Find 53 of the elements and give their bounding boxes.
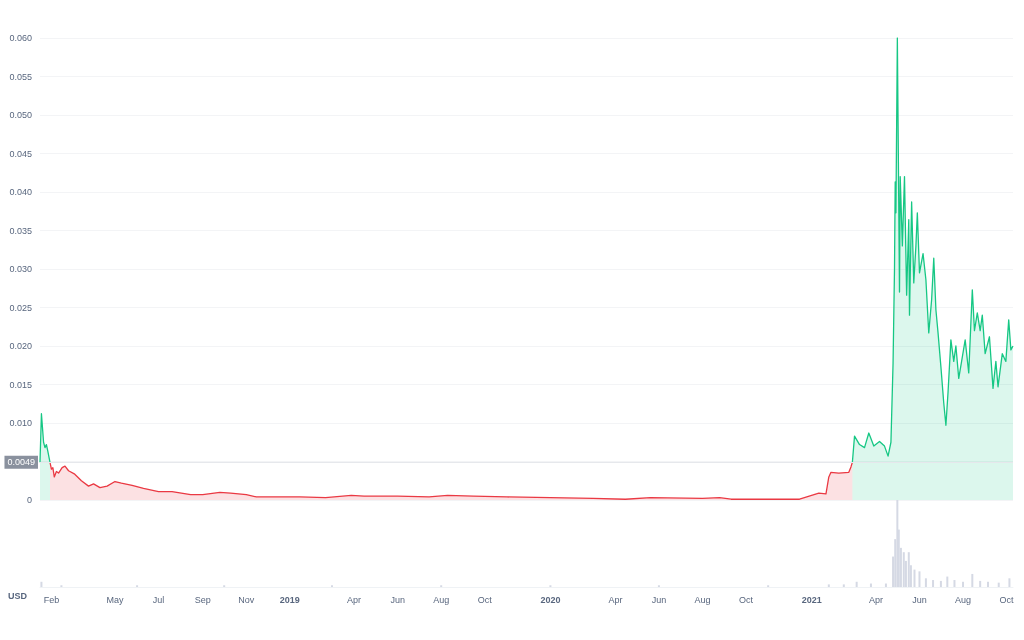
bar	[827, 584, 830, 587]
y-tick-label: 0.055	[9, 71, 32, 82]
y-tick-label: 0.050	[9, 110, 32, 120]
bar	[918, 571, 921, 587]
bar	[946, 576, 949, 587]
bar	[979, 580, 982, 587]
bar	[855, 581, 858, 587]
x-tick-label: Feb	[43, 594, 60, 605]
x-tick-label: Aug	[955, 594, 972, 605]
text: USD	[8, 590, 28, 601]
bar	[971, 573, 974, 587]
x-tick-label: Apr	[347, 594, 362, 605]
x-tick-label: Jun	[912, 594, 927, 605]
x-tick-label: 2021	[801, 594, 822, 605]
bar	[902, 552, 905, 587]
x-tick-label: Sep	[194, 594, 211, 605]
y-tick-label: 0.015	[9, 379, 32, 390]
y-tick-label: 0.030	[9, 264, 32, 274]
bar	[932, 580, 935, 587]
y-tick-label: 0.025	[9, 302, 32, 313]
bar	[924, 578, 927, 587]
bar	[40, 581, 43, 587]
x-tick-label: Oct	[999, 594, 1015, 605]
x-tick-label: Jun	[390, 594, 405, 605]
y-tick-label: 0.040	[9, 187, 32, 197]
x-tick-label: Oct	[739, 594, 754, 605]
bar	[953, 580, 956, 587]
x-tick-label: Aug	[433, 594, 450, 605]
x-tick-label: Jun	[651, 594, 667, 605]
y-tick-label: 0.045	[9, 148, 32, 159]
x-tick-label: Apr	[868, 594, 883, 605]
bar	[962, 581, 965, 587]
x-tick-label: Nov	[238, 594, 255, 605]
bar	[842, 584, 845, 587]
x-tick-label: Apr	[608, 594, 623, 605]
bar	[987, 581, 990, 587]
y-tick-label: 0	[26, 495, 32, 505]
y-tick-label: 0.035	[9, 225, 32, 236]
y-tick-label: 0.060	[9, 33, 32, 43]
x-tick-label: 2019	[279, 594, 300, 605]
bar	[913, 569, 916, 587]
ref-line-label: 0.0049	[7, 457, 35, 468]
bar	[907, 552, 910, 587]
x-tick-label: May	[106, 594, 124, 605]
y-tick-label: 0.020	[9, 341, 32, 351]
x-tick-label: Aug	[694, 594, 711, 605]
bar	[939, 580, 942, 587]
bar	[1008, 578, 1011, 587]
x-tick-label: Oct	[477, 594, 493, 605]
bar	[896, 500, 899, 587]
y-tick-label: 0.010	[9, 418, 32, 428]
x-tick-label: 2020	[540, 594, 561, 605]
x-tick-label: Jul	[152, 594, 165, 605]
